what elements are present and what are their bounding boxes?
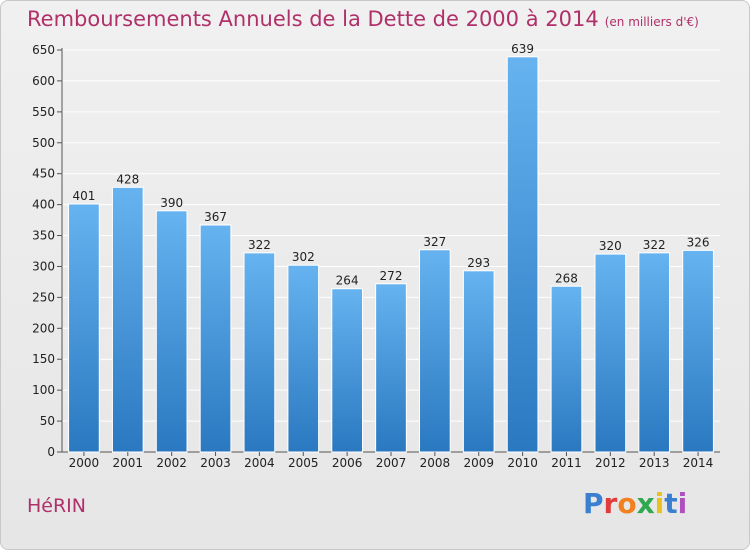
bar: [550, 285, 583, 453]
data-label: 322: [248, 238, 271, 252]
x-tick-label: 2008: [420, 456, 451, 470]
x-tick-label: 2004: [244, 456, 275, 470]
chart-title-text: Remboursements Annuels de la Dette de 20…: [27, 7, 599, 31]
proxiti-logo: Proxiti: [583, 487, 687, 520]
data-label: 401: [72, 189, 95, 203]
x-tick-label: 2003: [200, 456, 231, 470]
logo-letter: P: [583, 487, 604, 520]
x-tick-label: 2005: [288, 456, 319, 470]
chart-title: Remboursements Annuels de la Dette de 20…: [27, 7, 699, 31]
logo-letter: i: [654, 487, 665, 520]
y-tick-label: 400: [32, 198, 55, 212]
bar: [111, 186, 144, 453]
data-label: 327: [423, 235, 446, 249]
data-label: 320: [599, 239, 622, 253]
y-tick-label: 350: [32, 229, 55, 243]
bar: [462, 270, 495, 453]
data-label: 639: [511, 42, 534, 56]
logo-letter: x: [636, 487, 655, 520]
data-label: 428: [116, 172, 139, 186]
data-label: 326: [687, 235, 710, 249]
y-tick-label: 250: [32, 290, 55, 304]
bar: [243, 252, 276, 453]
y-tick-label: 50: [40, 414, 55, 428]
data-label: 367: [204, 210, 227, 224]
y-tick-label: 650: [32, 43, 55, 57]
data-label: 264: [336, 274, 359, 288]
x-tick-label: 2011: [551, 456, 582, 470]
x-tick-label: 2010: [507, 456, 538, 470]
data-label: 293: [467, 256, 490, 270]
x-tick-label: 2001: [113, 456, 144, 470]
x-tick-label: 2002: [156, 456, 187, 470]
x-tick-label: 2000: [69, 456, 100, 470]
data-label: 322: [643, 238, 666, 252]
data-label: 390: [160, 196, 183, 210]
x-tick-label: 2012: [595, 456, 626, 470]
logo-letter: r: [603, 487, 618, 520]
bar: [594, 253, 627, 453]
y-tick-label: 300: [32, 259, 55, 273]
x-tick-label: 2009: [463, 456, 494, 470]
bar: [638, 252, 671, 453]
x-tick-label: 2014: [683, 456, 714, 470]
data-label: 272: [380, 269, 403, 283]
y-tick-label: 100: [32, 383, 55, 397]
bar: [68, 203, 100, 453]
logo-letter: i: [677, 487, 688, 520]
y-tick-label: 500: [32, 136, 55, 150]
commune-name: HéRIN: [27, 495, 86, 517]
chart-unit: (en milliers d'€): [604, 15, 699, 29]
logo-letter: o: [617, 487, 637, 520]
y-tick-label: 450: [32, 167, 55, 181]
y-tick-label: 550: [32, 105, 55, 119]
bar: [155, 210, 188, 453]
y-tick-label: 600: [32, 74, 55, 88]
bar: [375, 283, 407, 453]
bar: [287, 264, 320, 453]
x-tick-label: 2006: [332, 456, 363, 470]
bar: [419, 249, 451, 453]
data-label: 302: [292, 250, 315, 264]
bar: [506, 56, 539, 453]
y-tick-label: 150: [32, 352, 55, 366]
data-label: 268: [555, 271, 578, 285]
bar: [331, 288, 363, 453]
y-tick-label: 200: [32, 321, 55, 335]
bar: [682, 249, 714, 453]
bar: [199, 224, 232, 453]
x-tick-label: 2007: [376, 456, 407, 470]
logo-letter: t: [664, 487, 678, 520]
y-tick-label: 0: [47, 445, 55, 459]
x-tick-label: 2013: [639, 456, 670, 470]
